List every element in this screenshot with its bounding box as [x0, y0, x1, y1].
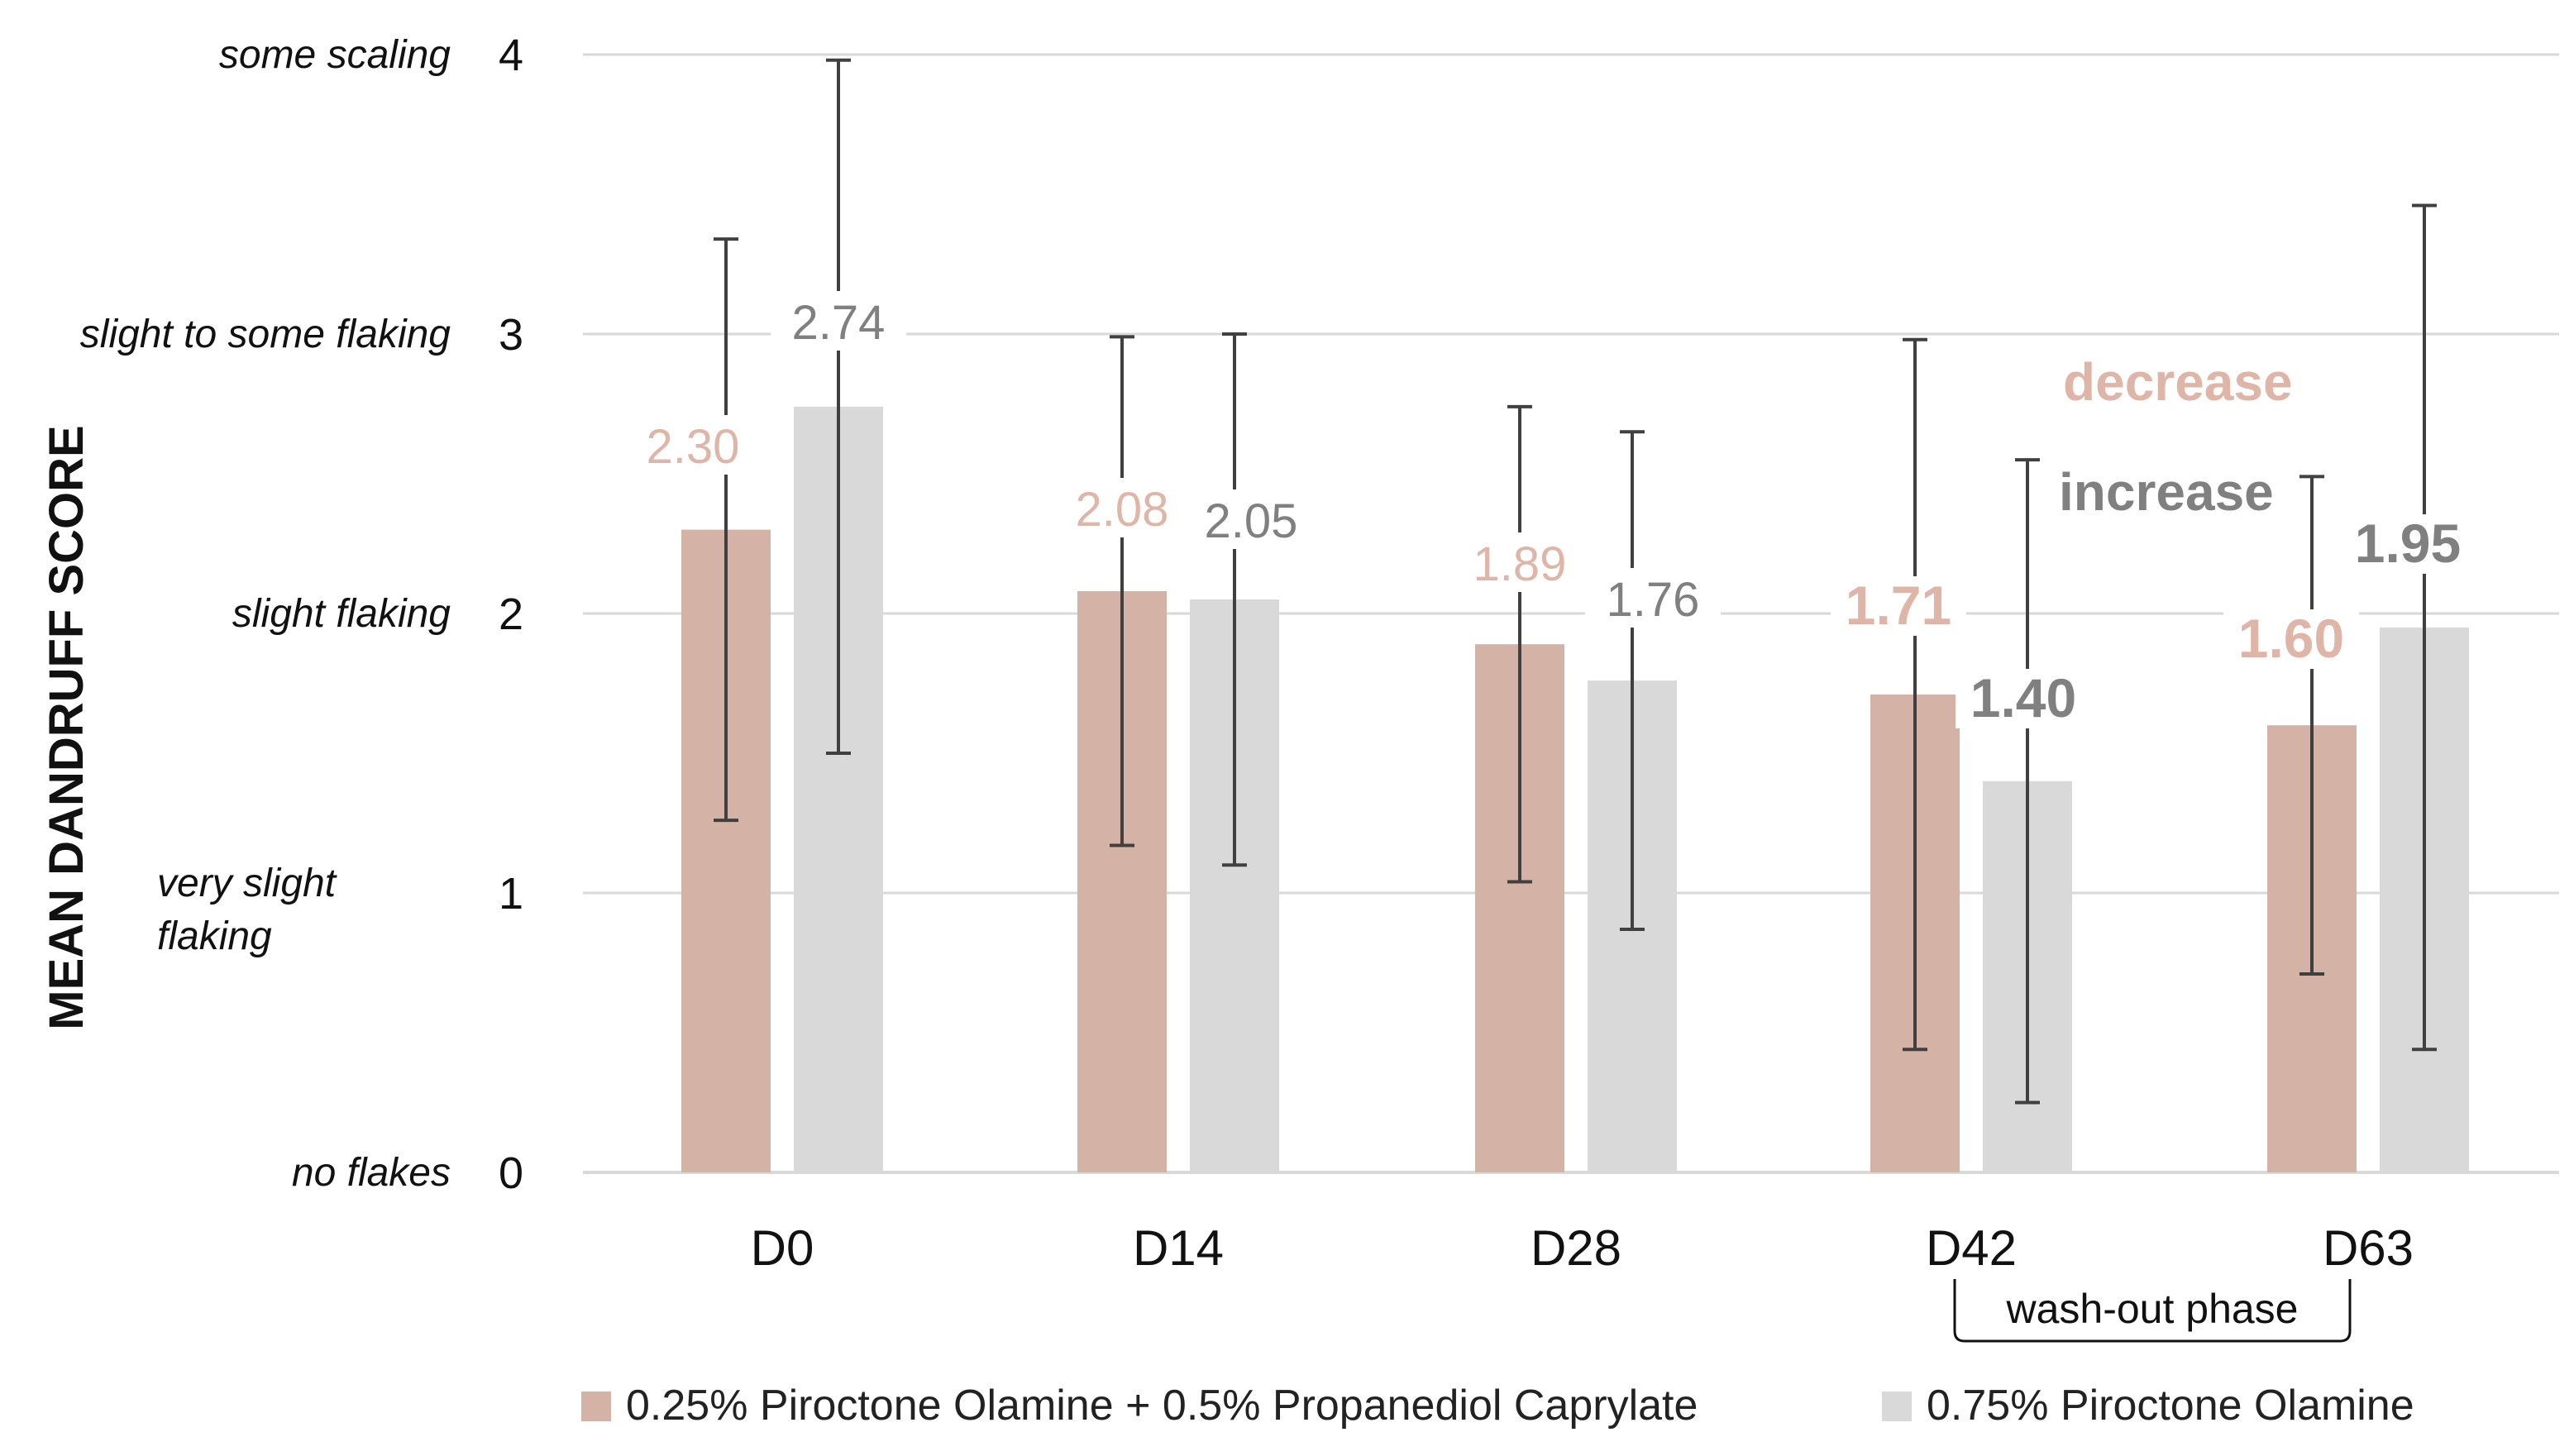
data-label: 2.74 [792, 296, 886, 350]
bars [681, 406, 2469, 1172]
legend-label-series-2: 0.75% Piroctone Olamine [1927, 1382, 2414, 1430]
legend: 0.25% Piroctone Olamine + 0.5% Propanedi… [581, 1382, 2414, 1430]
data-label-background [2340, 514, 2476, 574]
data-label: 2.08 [1076, 483, 1169, 537]
data-label: 2.30 [647, 420, 740, 474]
x-tick-label: D0 [751, 1220, 814, 1276]
legend-label-series-1: 0.25% Piroctone Olamine + 0.5% Propanedi… [626, 1382, 1698, 1430]
data-label: 1.76 [1607, 573, 1700, 627]
x-tick-label: D28 [1531, 1220, 1621, 1276]
data-label: 1.95 [2355, 513, 2461, 574]
x-tick-label: D14 [1133, 1220, 1224, 1276]
x-tick-label: D42 [1926, 1220, 2017, 1276]
y-tick-label: 3 [499, 310, 523, 360]
data-label: 1.40 [1970, 667, 2076, 728]
washout-label: wash-out phase [2005, 1286, 2298, 1332]
data-label-background [1831, 576, 1966, 636]
data-label-background [1452, 532, 1588, 592]
data-label-background [1183, 489, 1319, 549]
y-tick-label: 4 [499, 31, 523, 80]
annotation-decrease: decrease [2063, 352, 2293, 412]
y-tick-label: 0 [499, 1148, 523, 1198]
data-label-background [771, 291, 906, 351]
legend-swatch-series-1 [581, 1392, 611, 1421]
data-label: 1.71 [1846, 575, 1951, 636]
x-axis-ticks: D0 D14 D28 D42 D63 [751, 1220, 2414, 1276]
y-tick-label: 2 [499, 590, 523, 639]
annotation-increase: increase [2059, 462, 2274, 522]
y-axis-title: MEAN DANDRUFF SCORE [40, 425, 93, 1029]
value-labels: 2.30 2.08 1.89 1.71 1.60 2.74 2.05 1.76 1.40 1.95 [625, 291, 2476, 728]
data-label-background [1585, 568, 1721, 628]
data-label: 1.60 [2238, 608, 2344, 669]
washout-bracket: wash-out phase [1953, 1279, 2352, 1343]
y-axis-ticks: 0 no flakes 1 very slight flaking 2 slight fla… [80, 31, 523, 1198]
data-label-background [2223, 609, 2359, 669]
y-tick-description: slight flaking [232, 592, 451, 636]
data-label-background [1054, 478, 1190, 537]
error-bars [714, 58, 2437, 1105]
y-tick-label: 1 [499, 869, 523, 919]
y-tick-description: some scaling [219, 33, 451, 77]
data-label: 1.89 [1473, 537, 1567, 591]
washout-bracket-line [1953, 1279, 2352, 1343]
data-label-background [1956, 669, 2091, 728]
data-label-background [625, 415, 761, 475]
gridlines [583, 53, 2559, 1174]
y-tick-description: very slight [157, 862, 337, 905]
y-tick-description: flaking [157, 914, 272, 958]
x-tick-label: D63 [2323, 1220, 2414, 1276]
data-label: 2.05 [1205, 494, 1298, 548]
legend-swatch-series-2 [1882, 1392, 1912, 1421]
y-tick-description: slight to some flaking [80, 313, 451, 356]
y-tick-description: no flakes [292, 1151, 451, 1195]
